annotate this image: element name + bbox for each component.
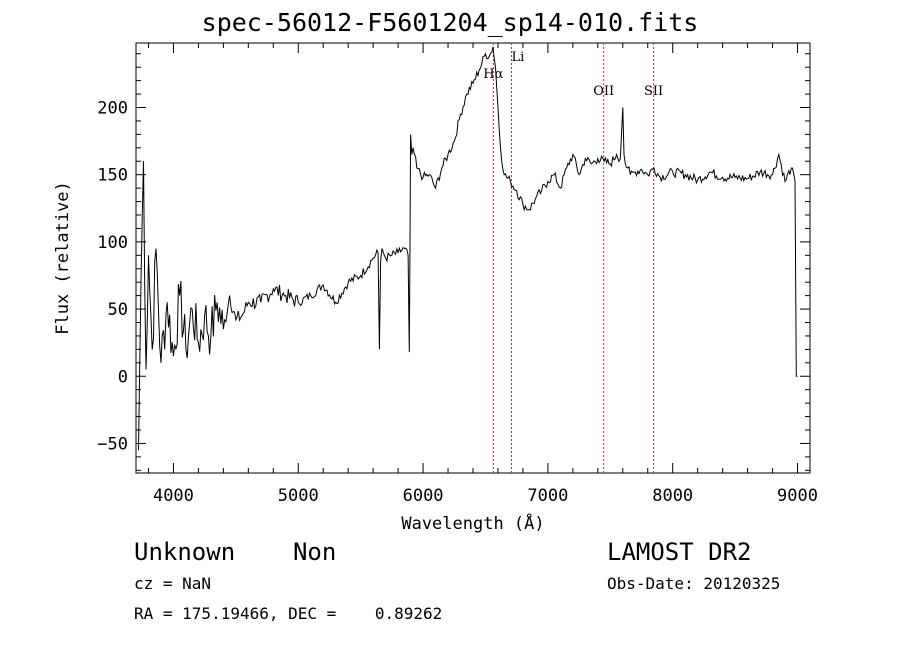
- redshift-label: cz = NaN: [134, 574, 212, 593]
- line-marker-label: Hα: [483, 67, 503, 82]
- plot-frame: [135, 42, 811, 474]
- y-tick-label: 100: [97, 233, 128, 253]
- x-tick-label: 7000: [527, 486, 568, 506]
- line-marker-label: Li: [511, 50, 524, 65]
- coordinates-label: RA = 175.19466, DEC = 0.89262: [134, 604, 443, 623]
- y-tick-label: 200: [97, 99, 128, 119]
- line-marker-label: SII: [644, 84, 663, 99]
- x-tick-label: 8000: [652, 486, 693, 506]
- object-class-label: Unknown Non: [134, 538, 337, 566]
- y-tick-label: 150: [97, 166, 128, 186]
- x-tick-label: 5000: [278, 486, 319, 506]
- y-axis-label: Flux (relative): [53, 181, 73, 335]
- obs-date-label: Obs-Date: 20120325: [607, 574, 781, 593]
- x-tick-label: 6000: [403, 486, 444, 506]
- y-tick-label: 0: [118, 367, 128, 387]
- y-tick-label: 50: [108, 300, 128, 320]
- x-tick-label: 9000: [777, 486, 818, 506]
- chart-title: spec-56012-F5601204_sp14-010.fits: [201, 8, 699, 37]
- line-marker-label: OII: [593, 84, 614, 99]
- x-axis-label: Wavelength (Å): [401, 512, 544, 534]
- spectrum-line: [138, 46, 798, 451]
- survey-label: LAMOST DR2: [607, 538, 752, 566]
- y-tick-label: −50: [97, 434, 128, 454]
- x-tick-label: 4000: [153, 486, 194, 506]
